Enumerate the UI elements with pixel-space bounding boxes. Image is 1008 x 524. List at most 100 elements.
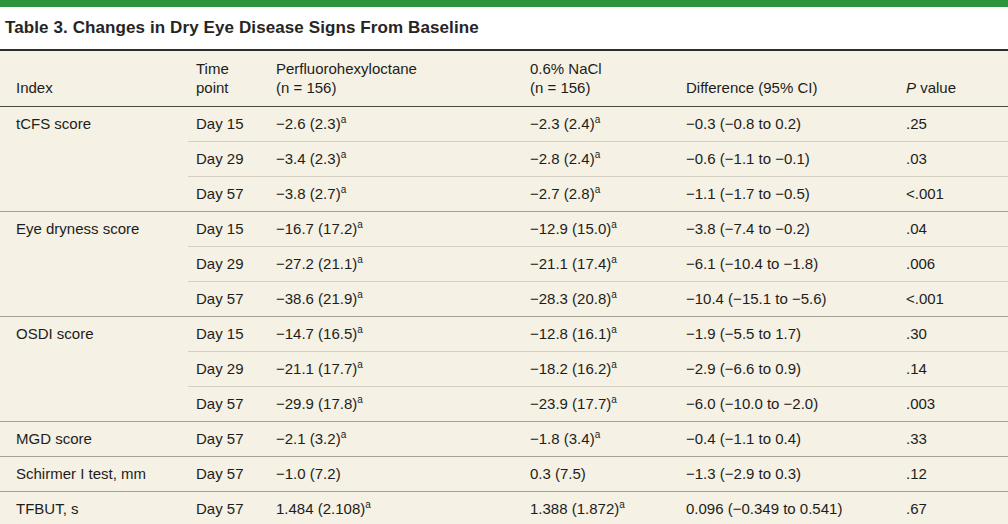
col-header-p-value: P value [898,50,1008,107]
cell-index: TFBUT, s [0,492,188,524]
footnote-marker: a [619,499,625,510]
cell-p-value: <.001 [898,177,1008,212]
footnote-marker: a [357,324,363,335]
cell-value: −1.0 (7.2) [276,465,341,482]
footnote-marker: a [595,184,601,195]
footnote-marker: a [341,429,347,440]
table-row: Day 57 −29.9 (17.8)a −23.9 (17.7)a −6.0 … [0,387,1008,422]
cell-value: −12.8 (16.1) [530,325,611,342]
footnote-marker: a [357,219,363,230]
cell-value: −21.1 (17.7) [276,360,357,377]
cell-pfho: −29.9 (17.8)a [268,387,522,422]
footnote-marker: a [595,114,601,125]
cell-value: −3.4 (2.3) [276,150,341,167]
table-row: Day 29 −21.1 (17.7)a −18.2 (16.2)a −2.9 … [0,352,1008,387]
cell-value: −23.9 (17.7) [530,395,611,412]
cell-pfho: −14.7 (16.5)a [268,317,522,352]
footnote-marker: a [611,219,617,230]
cell-p-value: .67 [898,492,1008,524]
cell-value: −28.3 (20.8) [530,290,611,307]
cell-p-value: .04 [898,212,1008,247]
cell-value: −2.7 (2.8) [530,185,595,202]
footnote-marker: a [611,359,617,370]
dry-eye-signs-table: Index Time point Perfluorohexyloctane (n… [0,49,1008,524]
col-header-index: Index [0,50,188,107]
footnote-marker: a [365,499,371,510]
cell-p-value: .006 [898,247,1008,282]
header-line: point [196,78,260,97]
cell-value: −3.8 (2.7) [276,185,341,202]
cell-time-point: Day 57 [188,422,268,457]
cell-index [0,142,188,177]
cell-value: −18.2 (16.2) [530,360,611,377]
cell-nacl: −2.3 (2.4)a [522,107,678,142]
header-line: (n = 156) [276,78,514,97]
cell-difference: −10.4 (−15.1 to −5.6) [678,282,898,317]
cell-time-point: Day 57 [188,457,268,492]
table-row: TFBUT, s Day 57 1.484 (2.108)a 1.388 (1.… [0,492,1008,524]
p-value-rest: value [916,79,956,96]
table-row: tCFS score Day 15 −2.6 (2.3)a −2.3 (2.4)… [0,107,1008,142]
header-line: Time [196,59,260,78]
footnote-marker: a [341,149,347,160]
cell-time-point: Day 29 [188,247,268,282]
footnote-marker: a [341,114,347,125]
cell-nacl: −2.7 (2.8)a [522,177,678,212]
cell-pfho: −2.1 (3.2)a [268,422,522,457]
cell-value: −29.9 (17.8) [276,395,357,412]
cell-nacl: −28.3 (20.8)a [522,282,678,317]
cell-nacl: 1.388 (1.872)a [522,492,678,524]
col-header-difference: Difference (95% CI) [678,50,898,107]
cell-value: −2.3 (2.4) [530,115,595,132]
cell-difference: −0.4 (−1.1 to 0.4) [678,422,898,457]
cell-value: −16.7 (17.2) [276,220,357,237]
footnote-marker: a [595,429,601,440]
cell-p-value: .14 [898,352,1008,387]
cell-index: MGD score [0,422,188,457]
cell-nacl: −23.9 (17.7)a [522,387,678,422]
footnote-marker: a [611,254,617,265]
cell-index [0,352,188,387]
cell-pfho: 1.484 (2.108)a [268,492,522,524]
cell-value: 1.388 (1.872) [530,500,619,517]
cell-pfho: −21.1 (17.7)a [268,352,522,387]
cell-difference: −0.3 (−0.8 to 0.2) [678,107,898,142]
table-row: Day 29 −27.2 (21.1)a −21.1 (17.4)a −6.1 … [0,247,1008,282]
cell-index: OSDI score [0,317,188,352]
header-line: Perfluorohexyloctane [276,59,514,78]
cell-p-value: .33 [898,422,1008,457]
p-value-italic: P [906,79,916,96]
cell-pfho: −27.2 (21.1)a [268,247,522,282]
header-line: (n = 156) [530,78,670,97]
cell-difference: −6.0 (−10.0 to −2.0) [678,387,898,422]
cell-difference: −3.8 (−7.4 to −0.2) [678,212,898,247]
cell-pfho: −1.0 (7.2) [268,457,522,492]
table-row: Day 29 −3.4 (2.3)a −2.8 (2.4)a −0.6 (−1.… [0,142,1008,177]
cell-time-point: Day 57 [188,177,268,212]
cell-time-point: Day 15 [188,212,268,247]
cell-value: −2.8 (2.4) [530,150,595,167]
cell-p-value: .30 [898,317,1008,352]
cell-p-value: .25 [898,107,1008,142]
cell-value: −14.7 (16.5) [276,325,357,342]
col-header-nacl: 0.6% NaCl (n = 156) [522,50,678,107]
cell-time-point: Day 29 [188,352,268,387]
header-line: 0.6% NaCl [530,59,670,78]
cell-p-value: .003 [898,387,1008,422]
cell-time-point: Day 29 [188,142,268,177]
cell-difference: −2.9 (−6.6 to 0.9) [678,352,898,387]
cell-difference: 0.096 (−0.349 to 0.541) [678,492,898,524]
cell-p-value: .12 [898,457,1008,492]
accent-bar [0,0,1008,7]
cell-difference: −1.9 (−5.5 to 1.7) [678,317,898,352]
cell-index: Schirmer I test, mm [0,457,188,492]
table-title-row: Table 3. Changes in Dry Eye Disease Sign… [0,7,1008,49]
cell-nacl: 0.3 (7.5) [522,457,678,492]
cell-nacl: −1.8 (3.4)a [522,422,678,457]
cell-nacl: −12.8 (16.1)a [522,317,678,352]
col-header-perfluorohexyloctane: Perfluorohexyloctane (n = 156) [268,50,522,107]
cell-time-point: Day 15 [188,317,268,352]
cell-value: −12.9 (15.0) [530,220,611,237]
col-header-time-point: Time point [188,50,268,107]
cell-value: −21.1 (17.4) [530,255,611,272]
